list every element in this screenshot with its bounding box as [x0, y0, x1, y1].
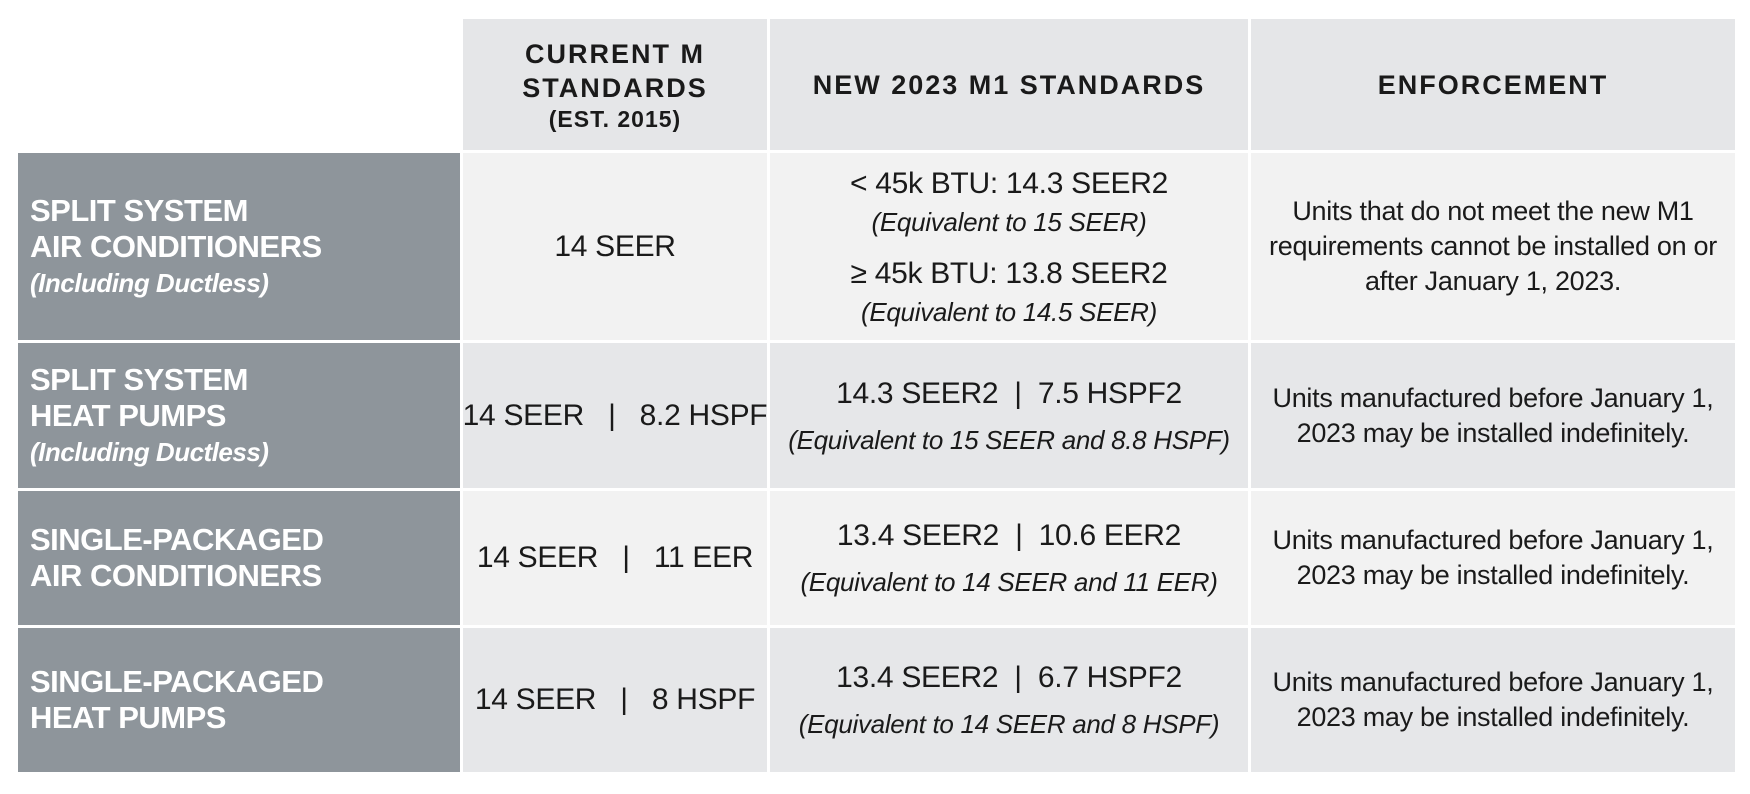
row-label-line: HEAT PUMPS: [30, 700, 226, 735]
new-standard-value: 13.4 SEER2 | 10.6 EER2: [836, 519, 1182, 552]
header-current-line3: (EST. 2015): [548, 105, 682, 132]
current-standard-cell: 14 SEER | 8.2 HSPF: [462, 343, 768, 488]
enforcement-cell: Units manufactured before January 1, 202…: [1251, 628, 1735, 772]
new-standard-value: ≥ 45k BTU: 13.8 SEER2: [850, 256, 1168, 290]
enforcement-cell: Units that do not meet the new M1 requir…: [1251, 153, 1735, 340]
current-standard-cell: 14 SEER | 8 HSPF: [463, 628, 767, 772]
current-standard-cell: 14 SEER | 11 EER: [463, 491, 767, 625]
new-standard-equivalent: (Equivalent to 14.5 SEER): [861, 296, 1157, 327]
row-label-packaged-ac: SINGLE-PACKAGED AIR CONDITIONERS: [18, 491, 460, 625]
header-enforcement: ENFORCEMENT: [1251, 19, 1735, 150]
row-label-note: (Including Ductless): [30, 267, 269, 298]
new-standard-value: 14.3 SEER2 | 7.5 HSPF2: [836, 376, 1182, 410]
current-standard-value: 14 SEER | 11 EER: [476, 541, 754, 574]
new-standard-cell: 13.4 SEER2 | 10.6 EER2 (Equivalent to 14…: [770, 491, 1248, 625]
row-label-line: AIR CONDITIONERS: [30, 228, 322, 264]
header-current-line2: STANDARDS: [522, 72, 708, 103]
enforcement-cell: Units manufactured before January 1, 202…: [1251, 343, 1735, 488]
row-label-line: SINGLE-PACKAGED: [30, 664, 324, 699]
header-new-standards: NEW 2023 M1 STANDARDS: [770, 19, 1248, 150]
corner-cell: [18, 19, 460, 150]
new-standard-cell: < 45k BTU: 14.3 SEER2 (Equivalent to 15 …: [770, 153, 1248, 340]
new-standard-equivalent: (Equivalent to 14 SEER and 8 HSPF): [798, 709, 1220, 739]
current-standard-cell: 14 SEER: [463, 153, 767, 340]
row-label-line: SPLIT SYSTEM: [30, 361, 248, 397]
row-label-note: (Including Ductless): [30, 436, 269, 467]
new-standard-equivalent: (Equivalent to 15 SEER and 8.8 HSPF): [788, 424, 1230, 455]
row-label-line: AIR CONDITIONERS: [30, 558, 322, 593]
new-standard-equivalent: (Equivalent to 14 SEER and 11 EER): [800, 567, 1218, 597]
row-label-split-ac: SPLIT SYSTEM AIR CONDITIONERS (Including…: [18, 153, 460, 340]
new-standard-value: 13.4 SEER2 | 6.7 HSPF2: [836, 661, 1182, 694]
row-label-packaged-hp: SINGLE-PACKAGED HEAT PUMPS: [18, 628, 460, 772]
new-standard-cell: 13.4 SEER2 | 6.7 HSPF2 (Equivalent to 14…: [770, 628, 1248, 772]
enforcement-cell: Units manufactured before January 1, 202…: [1251, 491, 1735, 625]
new-standard-value: < 45k BTU: 14.3 SEER2: [849, 166, 1169, 200]
row-label-line: SINGLE-PACKAGED: [30, 522, 324, 557]
new-standard-equivalent: (Equivalent to 15 SEER): [871, 206, 1147, 237]
standards-table: CURRENT M STANDARDS (EST. 2015) NEW 2023…: [18, 19, 1735, 773]
header-current-standards: CURRENT M STANDARDS (EST. 2015): [463, 19, 767, 150]
row-label-line: HEAT PUMPS: [30, 397, 226, 433]
current-standard-value: 14 SEER | 8.2 HSPF: [462, 398, 768, 432]
header-current-line1: CURRENT M: [525, 38, 705, 69]
row-label-line: SPLIT SYSTEM: [30, 192, 248, 228]
row-label-split-hp: SPLIT SYSTEM HEAT PUMPS (Including Ductl…: [18, 343, 460, 488]
current-standard-value: 14 SEER | 8 HSPF: [474, 683, 756, 716]
new-standard-cell: 14.3 SEER2 | 7.5 HSPF2 (Equivalent to 15…: [770, 343, 1248, 488]
